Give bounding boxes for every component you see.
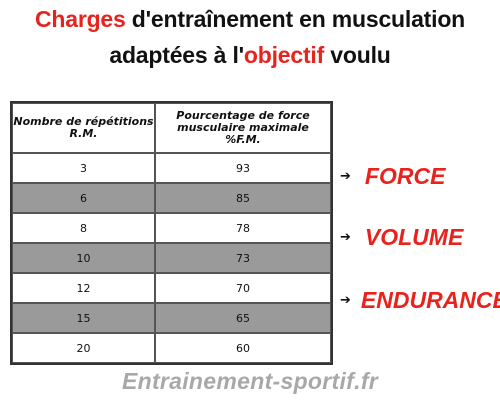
page-title-line-2: adaptées à l'objectif voulu	[0, 42, 500, 69]
title-text-1: d'entraînement en musculation	[125, 6, 466, 32]
cell-reps: 15	[12, 303, 155, 333]
cell-reps: 10	[12, 243, 155, 273]
cell-percent: 65	[155, 303, 331, 333]
title-highlight-charges: Charges	[34, 6, 126, 32]
table-header-row: Nombre de répétitions R.M. Pourcentage d…	[12, 103, 331, 153]
table-row: 6 85	[12, 183, 331, 213]
cell-reps: 3	[12, 153, 155, 183]
objective-endurance: ➔ ENDURANCE	[340, 287, 500, 314]
site-watermark: Entrainement-sportif.fr	[121, 368, 379, 394]
header-percentage-line-1: Pourcentage de force	[176, 109, 310, 122]
objective-endurance-label: ENDURANCE	[360, 287, 500, 313]
cell-percent: 93	[155, 153, 331, 183]
title-text-2a: adaptées à l'	[109, 42, 244, 68]
table-row: 15 65	[12, 303, 331, 333]
table-row: 12 70	[12, 273, 331, 303]
cell-percent: 60	[155, 333, 331, 363]
header-repetitions-line-1: Nombre de répétitions	[13, 115, 154, 128]
objective-force-label: FORCE	[364, 163, 446, 189]
objective-volume-label: VOLUME	[364, 224, 464, 250]
objective-force: ➔ FORCE	[340, 163, 445, 190]
cell-reps: 12	[12, 273, 155, 303]
cell-percent: 73	[155, 243, 331, 273]
arrow-right-icon: ➔	[340, 169, 351, 184]
objective-volume: ➔ VOLUME	[340, 224, 463, 251]
header-percentage: Pourcentage de force musculaire maximale…	[155, 103, 331, 153]
title-text-2b: voulu	[324, 42, 391, 68]
table-row: 10 73	[12, 243, 331, 273]
table-row: 3 93	[12, 153, 331, 183]
header-percentage-line-2: musculaire maximale	[177, 121, 309, 134]
arrow-right-icon: ➔	[340, 293, 351, 308]
header-repetitions-line-2: R.M.	[69, 127, 98, 140]
cell-percent: 70	[155, 273, 331, 303]
table-row: 8 78	[12, 213, 331, 243]
cell-reps: 6	[12, 183, 155, 213]
cell-percent: 85	[155, 183, 331, 213]
table-row: 20 60	[12, 333, 331, 363]
cell-percent: 78	[155, 213, 331, 243]
arrow-right-icon: ➔	[340, 230, 351, 245]
page-title-line-1: Charges d'entraînement en musculation	[0, 6, 500, 33]
title-highlight-objectif: objectif	[243, 42, 325, 68]
cell-reps: 20	[12, 333, 155, 363]
cell-reps: 8	[12, 213, 155, 243]
header-repetitions: Nombre de répétitions R.M.	[12, 103, 155, 153]
load-table: Nombre de répétitions R.M. Pourcentage d…	[10, 101, 333, 365]
header-percentage-line-3: %F.M.	[225, 133, 261, 146]
